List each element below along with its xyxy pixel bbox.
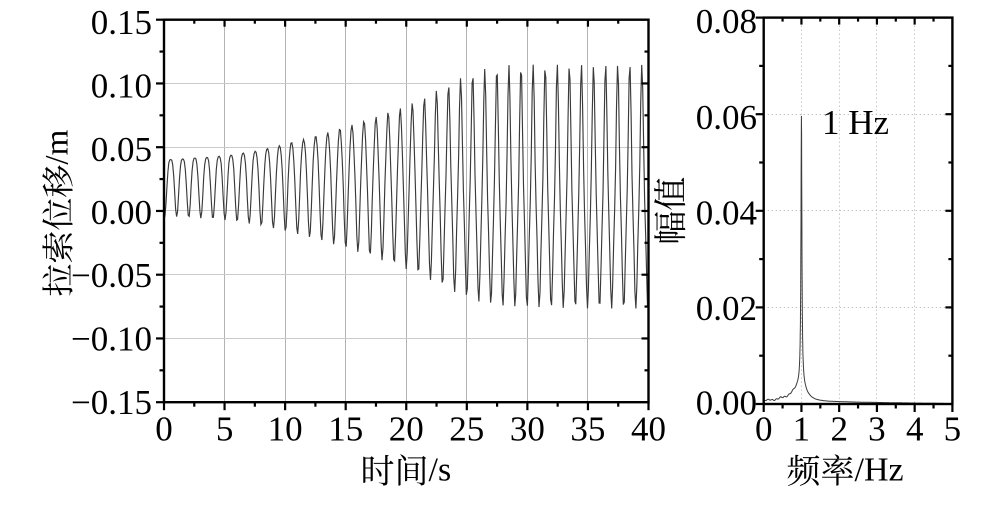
svg-text:20: 20 [389,409,424,448]
svg-text:/s: /s [429,452,452,489]
svg-text:1: 1 [793,409,811,448]
svg-text:0.10: 0.10 [91,66,152,105]
svg-text:25: 25 [449,409,484,448]
svg-text:15: 15 [328,409,363,448]
svg-text:0.08: 0.08 [696,2,757,41]
svg-text:−0.05: −0.05 [71,256,152,295]
svg-text:10: 10 [268,409,303,448]
svg-text:3: 3 [868,409,886,448]
svg-text:2: 2 [830,409,848,448]
svg-text:0.04: 0.04 [696,194,757,233]
svg-text:0.15: 0.15 [91,3,152,42]
svg-text:0: 0 [755,409,773,448]
svg-text:5: 5 [944,409,962,448]
svg-text:4: 4 [906,409,924,448]
svg-text:/Hz: /Hz [855,452,904,489]
svg-text:0: 0 [155,409,173,448]
svg-text:40: 40 [631,409,666,448]
svg-text:35: 35 [570,409,605,448]
svg-text:0.00: 0.00 [91,193,152,232]
svg-text:0.06: 0.06 [696,98,757,137]
svg-text:−0.15: −0.15 [71,383,152,422]
svg-text:0.02: 0.02 [696,289,757,328]
svg-text:−0.10: −0.10 [71,319,152,358]
svg-text:0.00: 0.00 [696,384,757,423]
svg-text:0.05: 0.05 [91,130,152,169]
svg-text:30: 30 [510,409,545,448]
svg-text:/m: /m [40,129,76,164]
svg-text:1 Hz: 1 Hz [822,103,889,142]
svg-text:5: 5 [216,409,234,448]
